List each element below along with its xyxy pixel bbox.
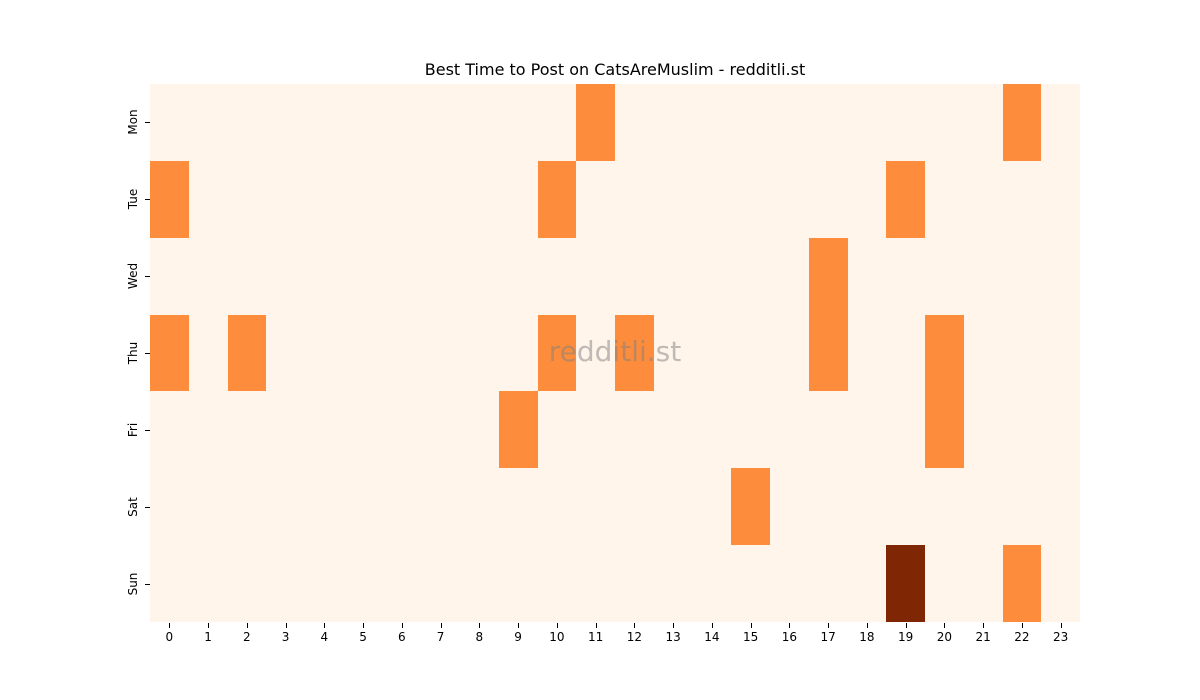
x-tick-label: 23 <box>1052 630 1069 644</box>
heatmap-plot-area <box>150 84 1080 622</box>
x-tick <box>750 623 752 628</box>
y-tick <box>145 429 150 431</box>
heatmap-cell <box>615 314 654 392</box>
x-tick-label: 15 <box>742 630 759 644</box>
x-tick-label: 1 <box>204 630 212 644</box>
heatmap-cell <box>227 314 267 392</box>
y-tick-label: Fri <box>126 422 140 437</box>
chart-title: Best Time to Post on CatsAreMuslim - red… <box>424 60 806 79</box>
heatmap-cell <box>1002 84 1042 161</box>
heatmap-cell <box>498 391 538 469</box>
x-tick <box>324 623 326 628</box>
x-tick <box>556 623 558 628</box>
x-tick-label: 11 <box>587 630 604 644</box>
x-tick <box>711 623 713 628</box>
heatmap-cell <box>925 391 964 469</box>
heatmap-cell <box>886 545 925 622</box>
x-tick-label: 21 <box>975 630 991 644</box>
x-tick-label: 13 <box>665 630 681 644</box>
x-tick <box>789 623 791 628</box>
x-tick-label: 9 <box>514 630 522 644</box>
y-tick <box>145 276 150 278</box>
x-tick <box>401 623 403 628</box>
x-tick-label: 0 <box>165 630 174 644</box>
x-tick <box>285 623 287 628</box>
x-tick-label: 10 <box>549 630 565 644</box>
y-tick <box>145 353 150 354</box>
x-tick-label: 12 <box>626 630 643 644</box>
x-tick <box>169 623 171 628</box>
x-tick <box>479 623 481 628</box>
heatmap-cell <box>150 160 189 238</box>
y-tick <box>145 583 150 585</box>
heatmap-cell <box>150 314 189 392</box>
x-tick-label: 20 <box>936 630 953 644</box>
heatmap-cell <box>1002 545 1042 622</box>
x-tick <box>905 623 907 628</box>
x-tick <box>246 623 248 628</box>
x-tick-label: 19 <box>897 630 914 644</box>
y-tick-label: Mon <box>126 109 140 136</box>
y-tick-label: Thu <box>126 341 140 365</box>
x-tick-label: 16 <box>781 630 798 644</box>
x-tick <box>944 623 946 628</box>
x-tick-label: 6 <box>398 630 406 644</box>
heatmap-cell <box>886 160 925 238</box>
y-tick-label: Tue <box>126 189 140 210</box>
x-tick <box>983 623 985 628</box>
x-tick <box>518 623 520 628</box>
heatmap-cell <box>925 314 964 392</box>
watermark: redditli.st <box>548 335 682 368</box>
x-tick <box>1060 623 1062 628</box>
x-tick <box>208 623 210 628</box>
x-tick <box>673 623 675 628</box>
x-tick <box>634 623 636 628</box>
y-tick-label: Wed <box>126 263 140 290</box>
x-tick-label: 4 <box>320 630 329 644</box>
heatmap-cell <box>808 314 848 392</box>
x-tick-label: 7 <box>436 630 445 644</box>
x-tick-label: 8 <box>475 630 484 644</box>
x-tick <box>440 623 442 628</box>
heatmap-cell <box>576 84 615 161</box>
x-tick-label: 17 <box>820 630 836 644</box>
y-tick <box>145 199 150 201</box>
x-tick-label: 18 <box>859 630 875 644</box>
x-tick <box>595 623 597 628</box>
y-tick <box>145 122 150 124</box>
x-tick <box>363 623 365 628</box>
heatmap-cell <box>808 237 848 315</box>
y-tick-label: Sun <box>126 572 140 595</box>
x-tick-label: 22 <box>1014 630 1030 644</box>
x-tick <box>866 623 868 628</box>
heatmap-cell <box>731 468 770 546</box>
x-tick-label: 5 <box>359 630 367 644</box>
y-tick <box>145 506 150 508</box>
x-tick-label: 14 <box>704 630 720 644</box>
x-tick <box>828 623 830 628</box>
x-tick-label: 3 <box>281 630 290 644</box>
y-tick-label: Sat <box>126 496 140 517</box>
heatmap-cell <box>537 314 577 392</box>
x-tick-label: 2 <box>243 630 251 644</box>
x-tick <box>1021 623 1023 628</box>
heatmap-cell <box>537 160 577 238</box>
